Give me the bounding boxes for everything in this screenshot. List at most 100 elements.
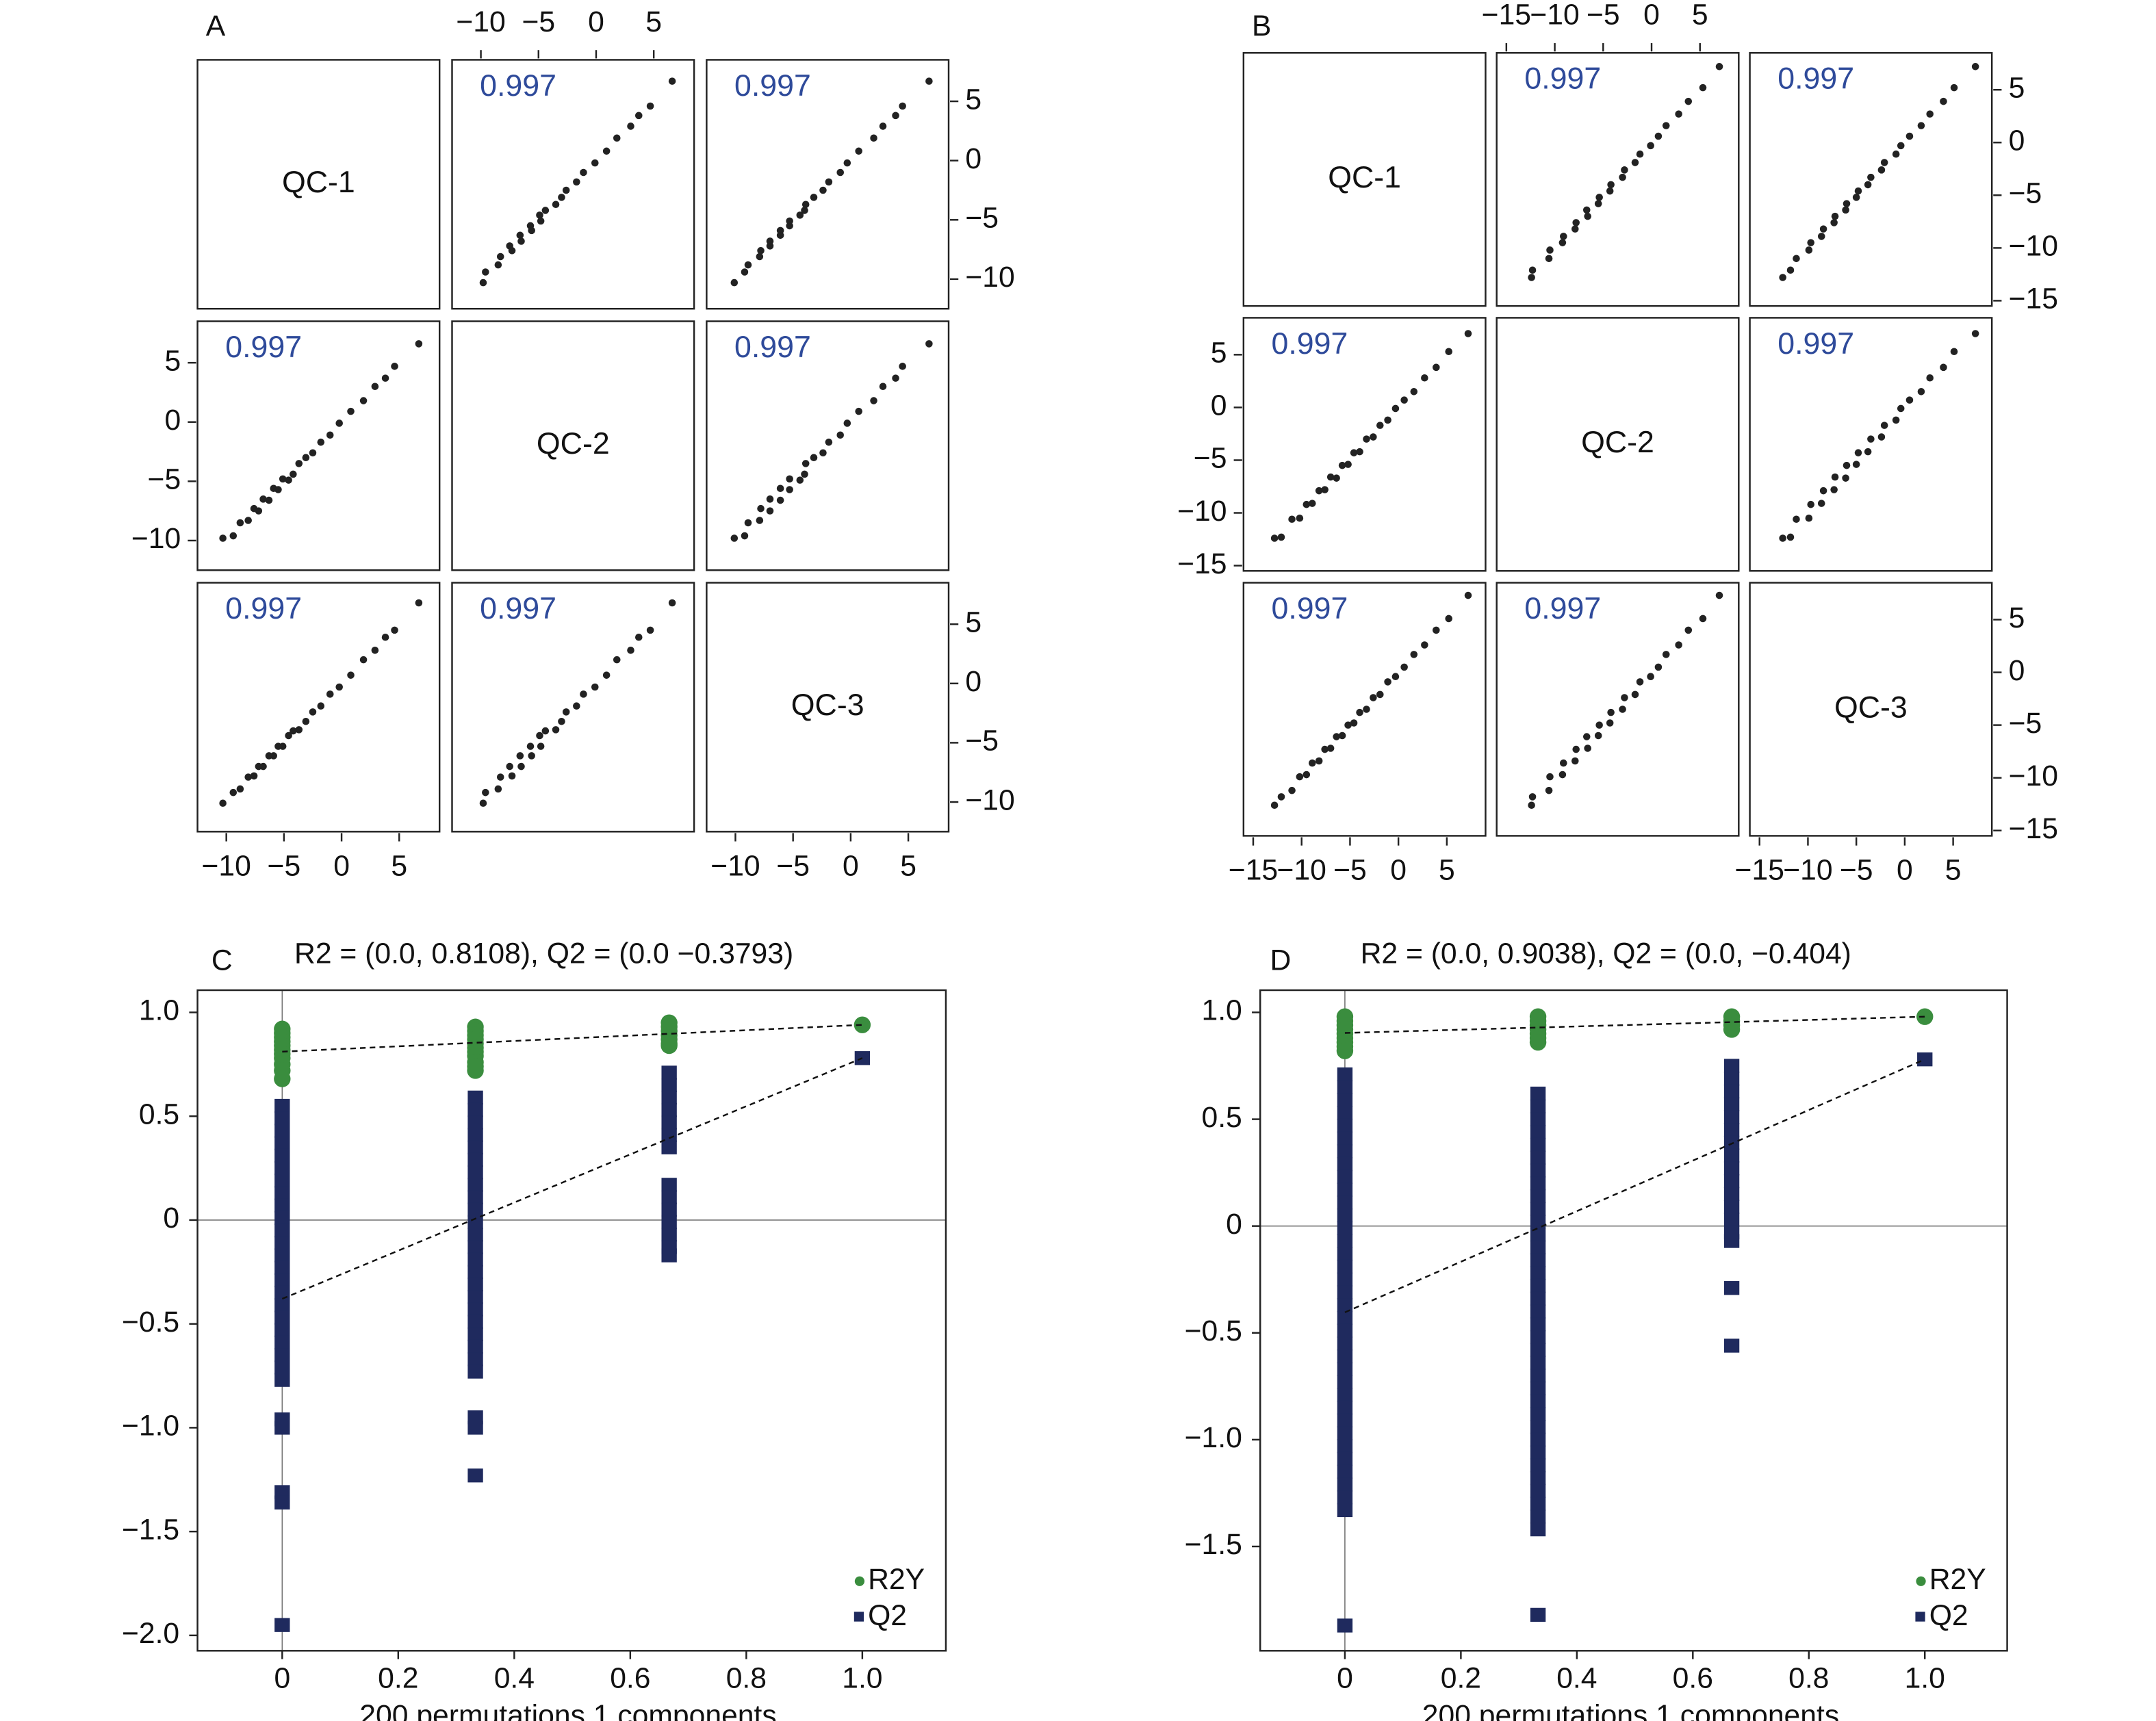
q2-point bbox=[1530, 1445, 1546, 1460]
point bbox=[801, 470, 808, 478]
correlation-label: 0.997 bbox=[1524, 592, 1601, 625]
x-tick-label: −10 bbox=[1277, 854, 1326, 887]
point bbox=[1528, 793, 1537, 801]
x-tick-label: −5 bbox=[1587, 0, 1620, 31]
trend-line bbox=[281, 1057, 863, 1300]
q2-point bbox=[1337, 1272, 1353, 1286]
y-tick-label: 5 bbox=[2009, 71, 2025, 104]
panel-label: A bbox=[206, 10, 226, 42]
x-tick-label: 0.2 bbox=[378, 1661, 418, 1694]
point bbox=[1715, 63, 1723, 70]
point bbox=[1621, 166, 1628, 174]
point bbox=[1302, 500, 1311, 508]
point bbox=[1296, 773, 1304, 781]
point bbox=[756, 253, 764, 261]
x-tick-label: 5 bbox=[645, 5, 662, 38]
point bbox=[1892, 150, 1900, 158]
point bbox=[229, 788, 238, 797]
point bbox=[1971, 330, 1979, 337]
point bbox=[516, 752, 524, 760]
point bbox=[391, 363, 398, 370]
q2-point bbox=[274, 1285, 290, 1300]
q2-point bbox=[1337, 1221, 1353, 1235]
point bbox=[776, 484, 784, 493]
point bbox=[244, 517, 252, 524]
q2-point bbox=[1530, 1343, 1546, 1357]
q2-point bbox=[1723, 1110, 1740, 1124]
q2-point bbox=[1337, 1349, 1353, 1364]
point bbox=[627, 122, 634, 130]
q2-point bbox=[1723, 1281, 1740, 1295]
point bbox=[1445, 614, 1452, 623]
q2-point bbox=[467, 1228, 483, 1242]
q2-point bbox=[661, 1228, 677, 1242]
point bbox=[1880, 159, 1888, 166]
r2y-point bbox=[1916, 1008, 1934, 1025]
y-tick-label: −10 bbox=[965, 261, 1014, 294]
point bbox=[730, 534, 739, 542]
point bbox=[1843, 461, 1851, 469]
q2-point bbox=[1337, 1477, 1353, 1492]
point bbox=[1715, 591, 1723, 599]
point bbox=[1917, 122, 1925, 129]
point bbox=[580, 168, 587, 177]
point bbox=[1370, 433, 1377, 441]
point bbox=[1807, 239, 1814, 246]
point bbox=[415, 340, 423, 348]
point bbox=[1877, 433, 1886, 441]
point bbox=[634, 112, 643, 120]
point bbox=[1528, 266, 1537, 274]
point bbox=[1296, 514, 1304, 522]
point bbox=[335, 419, 343, 427]
x-tick-label: −5 bbox=[268, 849, 301, 882]
point bbox=[1558, 771, 1567, 779]
y-tick-label: 0 bbox=[1211, 389, 1227, 422]
cell-frame bbox=[1496, 582, 1740, 837]
q2-point bbox=[274, 1273, 290, 1288]
q2-point bbox=[274, 1098, 290, 1113]
q2-point bbox=[467, 1240, 483, 1254]
q2-point bbox=[1530, 1522, 1546, 1537]
q2-point bbox=[467, 1277, 483, 1292]
q2-point bbox=[1723, 1072, 1740, 1086]
correlation-label: 0.997 bbox=[225, 331, 302, 364]
point bbox=[602, 671, 611, 679]
plot-frame bbox=[1259, 989, 2008, 1652]
point bbox=[786, 486, 793, 493]
y-tick-label: 0 bbox=[2009, 125, 2025, 157]
point bbox=[1288, 786, 1296, 794]
point bbox=[415, 599, 423, 607]
q2-point bbox=[1337, 1156, 1353, 1172]
point bbox=[347, 407, 355, 415]
point bbox=[892, 374, 899, 382]
point bbox=[381, 633, 389, 641]
point bbox=[1830, 486, 1838, 493]
point bbox=[1636, 678, 1644, 686]
point bbox=[1391, 673, 1400, 681]
q2-point bbox=[1530, 1278, 1546, 1293]
point bbox=[371, 383, 379, 391]
variable-label: QC-3 bbox=[1834, 690, 1908, 724]
q2-point bbox=[1337, 1451, 1353, 1466]
point bbox=[796, 476, 804, 484]
q2-point bbox=[1337, 1106, 1353, 1120]
point bbox=[1302, 771, 1311, 779]
point bbox=[1852, 194, 1860, 201]
point bbox=[1350, 449, 1358, 456]
r2y-point bbox=[1336, 1042, 1354, 1059]
q2-point bbox=[661, 1115, 677, 1130]
q2-point bbox=[1530, 1189, 1546, 1204]
point bbox=[1805, 246, 1813, 254]
q2-point bbox=[1723, 1135, 1740, 1150]
q2-point bbox=[1530, 1407, 1546, 1421]
q2-point bbox=[1337, 1503, 1353, 1518]
point bbox=[496, 253, 504, 261]
point bbox=[279, 475, 287, 483]
point bbox=[1654, 663, 1663, 671]
point bbox=[1831, 473, 1839, 481]
legend-marker bbox=[1915, 1612, 1925, 1622]
point bbox=[1433, 363, 1440, 372]
r2y-point bbox=[660, 1037, 678, 1054]
point bbox=[925, 77, 933, 85]
